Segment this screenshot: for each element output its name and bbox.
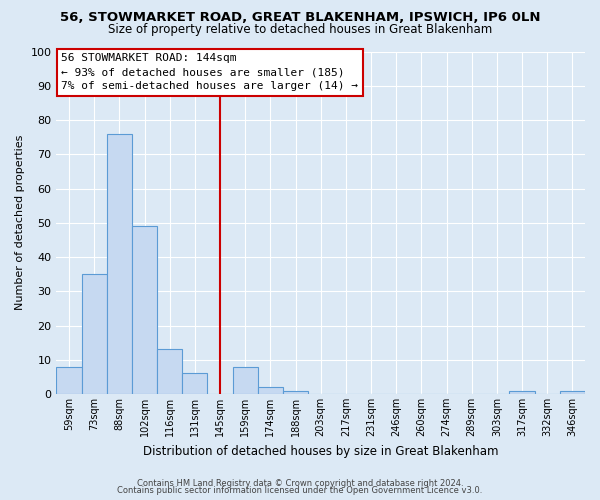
Bar xyxy=(509,390,535,394)
Bar xyxy=(182,374,208,394)
Bar xyxy=(107,134,132,394)
Bar xyxy=(560,390,585,394)
Bar xyxy=(283,390,308,394)
Text: 56 STOWMARKET ROAD: 144sqm
← 93% of detached houses are smaller (185)
7% of semi: 56 STOWMARKET ROAD: 144sqm ← 93% of deta… xyxy=(61,53,358,91)
Bar xyxy=(258,387,283,394)
Y-axis label: Number of detached properties: Number of detached properties xyxy=(15,135,25,310)
Text: 56, STOWMARKET ROAD, GREAT BLAKENHAM, IPSWICH, IP6 0LN: 56, STOWMARKET ROAD, GREAT BLAKENHAM, IP… xyxy=(60,11,540,24)
Text: Contains public sector information licensed under the Open Government Licence v3: Contains public sector information licen… xyxy=(118,486,482,495)
Bar xyxy=(56,366,82,394)
Bar xyxy=(132,226,157,394)
Text: Contains HM Land Registry data © Crown copyright and database right 2024.: Contains HM Land Registry data © Crown c… xyxy=(137,478,463,488)
Bar xyxy=(157,350,182,394)
Text: Size of property relative to detached houses in Great Blakenham: Size of property relative to detached ho… xyxy=(108,22,492,36)
Bar xyxy=(233,366,258,394)
X-axis label: Distribution of detached houses by size in Great Blakenham: Distribution of detached houses by size … xyxy=(143,444,499,458)
Bar xyxy=(82,274,107,394)
